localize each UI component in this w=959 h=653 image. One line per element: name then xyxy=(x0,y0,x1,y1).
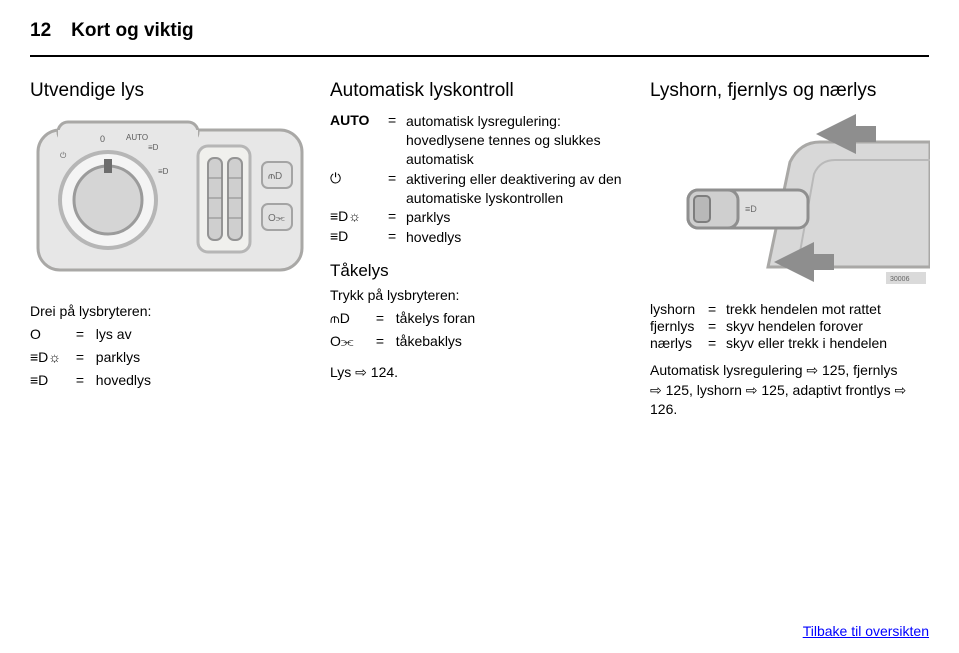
back-to-overview-link[interactable]: Tilbake til oversikten xyxy=(803,623,929,639)
svg-text:⫙D: ⫙D xyxy=(268,171,282,182)
equals: = xyxy=(76,347,92,368)
svg-text:AUTO: AUTO xyxy=(126,133,148,142)
equals: = xyxy=(376,331,392,352)
value: parklys xyxy=(96,349,140,365)
value: trekk hendelen mot rattet xyxy=(726,301,950,317)
column-1: Utvendige lys 0 ≡D AUTO ⏻ ≡D xyxy=(30,80,330,613)
col3-row-2: nærlys = skyv eller trekk i hendelen xyxy=(650,335,950,351)
col2-sub-row-0: ⫙D = tåkelys foran xyxy=(330,308,640,329)
value: tåkelys foran xyxy=(396,310,475,326)
value: hovedlys xyxy=(96,372,151,388)
header-rule xyxy=(30,55,929,57)
col1-row-0: O = lys av xyxy=(30,324,330,345)
svg-text:⏻: ⏻ xyxy=(60,151,67,160)
page: 12 Kort og viktig Utvendige lys 0 xyxy=(0,0,959,653)
value: automatisk lysregulering: hovedlysene te… xyxy=(406,112,640,169)
key: ≡D xyxy=(330,228,388,247)
key: lyshorn xyxy=(650,301,708,317)
key: nærlys xyxy=(650,335,708,351)
col3-row-0: lyshorn = trekk hendelen mot rattet xyxy=(650,301,950,317)
col2-sub-title: Tåkelys xyxy=(330,261,640,281)
value: skyv hendelen forover xyxy=(726,318,950,334)
svg-text:≡D: ≡D xyxy=(158,167,169,176)
symbol: ⫙D xyxy=(330,308,372,329)
col2-bottom: Lys ⇨ 124. xyxy=(330,362,640,383)
key: AUTO xyxy=(330,112,388,169)
equals: = xyxy=(388,208,406,227)
value: skyv eller trekk i hendelen xyxy=(726,335,950,351)
col1-title: Utvendige lys xyxy=(30,80,330,102)
image-id-label: 30006 xyxy=(890,276,910,283)
col3-row-1: fjernlys = skyv hendelen forover xyxy=(650,318,950,334)
equals: = xyxy=(388,170,406,208)
symbol: O xyxy=(30,324,72,345)
page-number: 12 xyxy=(30,20,51,42)
col2-row-0: AUTO = automatisk lysregulering: hovedly… xyxy=(330,112,640,169)
equals: = xyxy=(708,301,726,317)
col2-sub-intro: Trykk på lysbryteren: xyxy=(330,285,640,306)
symbol: ≡D☼ xyxy=(30,347,72,368)
equals: = xyxy=(376,308,392,329)
content-area: Utvendige lys 0 ≡D AUTO ⏻ ≡D xyxy=(30,80,929,613)
col3-title: Lyshorn, fjernlys og nærlys xyxy=(650,80,950,102)
value: hovedlys xyxy=(406,228,640,247)
page-header: 12 Kort og viktig xyxy=(30,20,929,42)
column-3: Lyshorn, fjernlys og nærlys ≡D xyxy=(650,80,950,613)
svg-text:0: 0 xyxy=(100,134,105,144)
column-2: Automatisk lyskontroll AUTO = automatisk… xyxy=(330,80,640,613)
svg-text:≡D: ≡D xyxy=(745,204,757,214)
col2-row-2: ≡D☼ = parklys xyxy=(330,208,640,227)
col3-paragraph: Automatisk lysregulering ⇨ 125, fjernlys… xyxy=(650,361,910,420)
equals: = xyxy=(76,324,92,345)
svg-text:≡D: ≡D xyxy=(148,143,159,152)
illustration-light-switch: 0 ≡D AUTO ⏻ ≡D ⫙D xyxy=(30,112,310,287)
key: ≡D☼ xyxy=(330,208,388,227)
col2-title: Automatisk lyskontroll xyxy=(330,80,640,102)
equals: = xyxy=(708,335,726,351)
symbol: ≡D xyxy=(30,370,72,391)
col1-intro: Drei på lysbryteren: xyxy=(30,301,330,322)
symbol: O⫘ xyxy=(330,331,372,352)
equals: = xyxy=(388,112,406,169)
key: fjernlys xyxy=(650,318,708,334)
illustration-stalk: ≡D 30006 xyxy=(650,112,930,287)
col1-row-2: ≡D = hovedlys xyxy=(30,370,330,391)
value: parklys xyxy=(406,208,640,227)
value: aktivering eller deaktivering av den aut… xyxy=(406,170,640,208)
page-section-title: Kort og viktig xyxy=(71,20,193,42)
value: tåkebaklys xyxy=(396,333,462,349)
svg-text:O⫘: O⫘ xyxy=(268,213,285,224)
col1-row-1: ≡D☼ = parklys xyxy=(30,347,330,368)
equals: = xyxy=(388,228,406,247)
equals: = xyxy=(708,318,726,334)
value: lys av xyxy=(96,326,132,342)
col2-row-1: ⏻ = aktivering eller deaktivering av den… xyxy=(330,170,640,208)
col2-sub-row-1: O⫘ = tåkebaklys xyxy=(330,331,640,352)
col2-row-3: ≡D = hovedlys xyxy=(330,228,640,247)
key: ⏻ xyxy=(330,170,388,208)
equals: = xyxy=(76,370,92,391)
